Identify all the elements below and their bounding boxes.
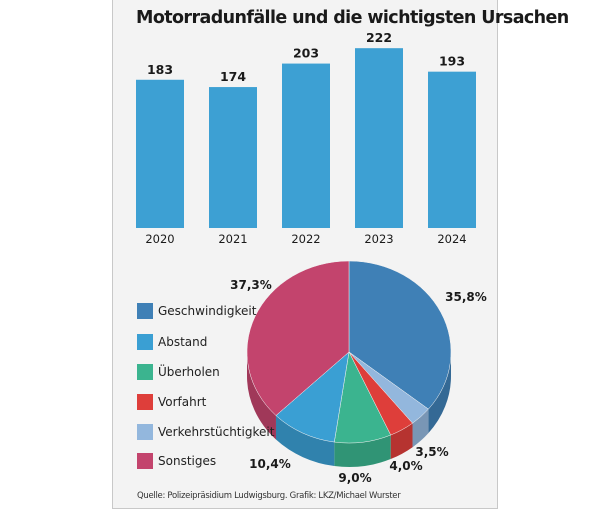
x-tick-label-2020: 2020: [145, 232, 174, 246]
bar-2024: [428, 71, 476, 228]
bar-value-label-2022: 203: [293, 46, 319, 61]
legend-swatch-Abstand: [137, 334, 153, 350]
chart-title: Motorradunfälle und die wichtigsten Ursa…: [136, 8, 569, 28]
legend-swatch-Sonstiges: [137, 453, 153, 469]
legend-label-Überholen: Überholen: [158, 365, 220, 379]
x-tick-label-2023: 2023: [364, 232, 393, 246]
pie-side-Vorfahrt: [390, 423, 413, 460]
pie-side-Geschwindigkeit: [428, 352, 451, 434]
bar-value-label-2023: 222: [366, 30, 392, 45]
x-tick-label-2022: 2022: [291, 232, 320, 246]
legend-label-Verkehrstüchtigkeit: Verkehrstüchtigkeit: [158, 425, 275, 439]
legend-swatch-Überholen: [137, 364, 153, 380]
bar-value-label-2021: 174: [220, 69, 246, 84]
legend-label-Abstand: Abstand: [158, 335, 208, 349]
pie-value-label-Verkehrstüchtigkeit: 3,5%: [415, 445, 448, 459]
bar-2020: [136, 79, 184, 229]
bar-2022: [282, 63, 330, 228]
legend-label-Geschwindigkeit: Geschwindigkeit: [158, 304, 257, 318]
pie-slice-Sonstiges: [246, 260, 350, 416]
x-tick-label-2021: 2021: [218, 232, 247, 246]
x-tick-label-2024: 2024: [437, 232, 466, 246]
pie-side-Abstand: [275, 415, 335, 467]
bar-2021: [209, 87, 257, 228]
pie-value-label-Geschwindigkeit: 35,8%: [445, 290, 487, 304]
bar-value-label-2024: 193: [439, 54, 465, 69]
source-note: Quelle: Polizeipräsidium Ludwigsburg. Gr…: [137, 491, 401, 501]
legend-label-Vorfahrt: Vorfahrt: [158, 395, 207, 409]
pie-value-label-Überholen: 9,0%: [338, 471, 371, 485]
legend-label-Sonstiges: Sonstiges: [158, 454, 217, 468]
pie-value-label-Vorfahrt: 4,0%: [389, 459, 422, 473]
pie-side-Sonstiges: [247, 352, 276, 440]
pie-slice-Geschwindigkeit: [348, 260, 452, 410]
legend-swatch-Vorfahrt: [137, 394, 153, 410]
legend-swatch-Verkehrstüchtigkeit: [137, 424, 153, 440]
pie-value-label-Abstand: 10,4%: [249, 457, 291, 471]
pie-side-Verkehrstüchtigkeit: [412, 409, 429, 448]
bar-value-label-2020: 183: [147, 62, 173, 77]
bar-2023: [355, 48, 403, 229]
legend-swatch-Geschwindigkeit: [137, 303, 153, 319]
pie-value-label-Sonstiges: 37,3%: [230, 278, 272, 292]
